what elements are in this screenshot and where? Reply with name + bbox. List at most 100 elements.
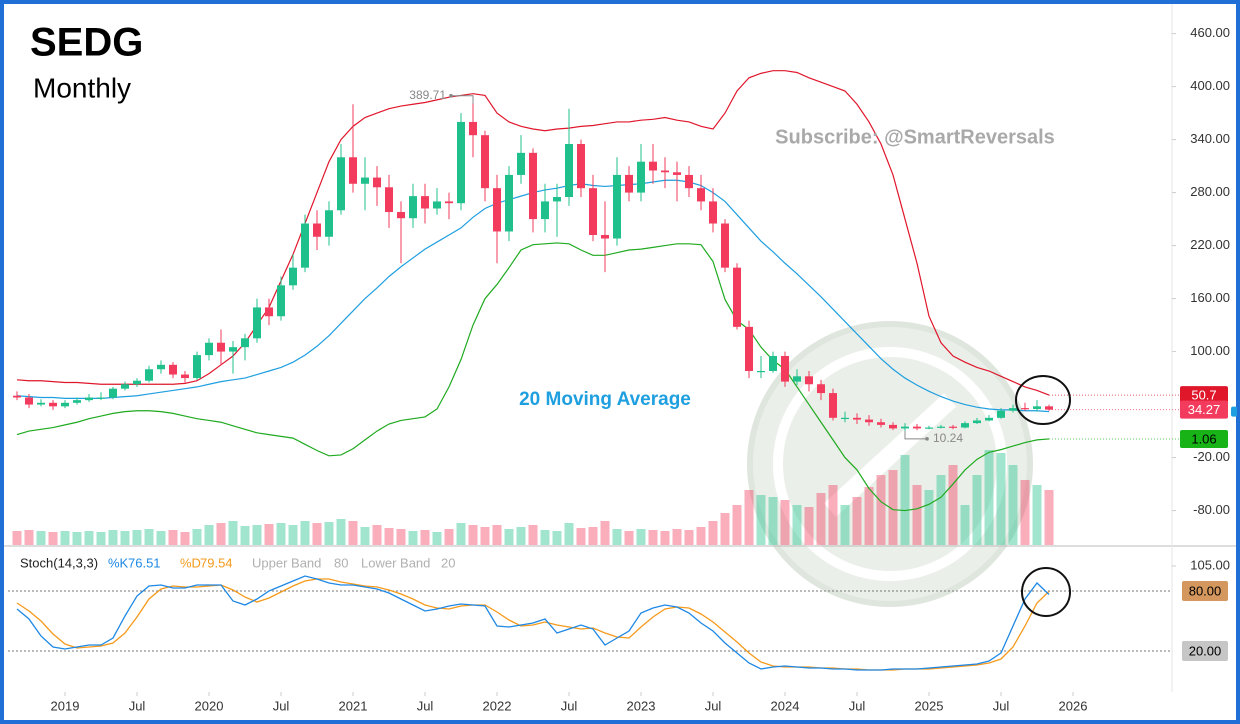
band-box (1182, 641, 1228, 661)
candle-body (109, 388, 117, 398)
volume-bar (456, 523, 466, 545)
volume-bar (384, 528, 394, 545)
volume-bar (900, 455, 910, 545)
high-dot (449, 93, 453, 98)
volume-bar (624, 531, 634, 545)
volume-bar (312, 523, 322, 545)
last-value-label: 50.7 (1191, 388, 1216, 403)
volume-bar (852, 497, 862, 545)
candle-body (889, 424, 897, 429)
candle-body (193, 355, 201, 379)
volume-bar (468, 525, 478, 545)
legend-upper-name: Upper Band (252, 555, 321, 570)
candle-body (493, 188, 501, 232)
volume-bar (876, 475, 886, 545)
candle-body (1009, 408, 1017, 411)
candle-body (721, 223, 729, 268)
y-tick-label: 400.00 (1190, 78, 1230, 93)
candle-body (121, 384, 129, 389)
candle-body (61, 402, 69, 407)
watermark (747, 321, 1033, 607)
legend-lower-value: 20 (441, 555, 455, 570)
volume-bar (420, 530, 430, 545)
low-label: 10.24 (933, 431, 963, 445)
last-value-box (1180, 386, 1228, 405)
candle-body (637, 161, 645, 193)
candle-body (205, 342, 213, 356)
candle-body (457, 121, 465, 204)
volume-bar (888, 470, 898, 545)
candle-body (709, 201, 717, 224)
x-tick-label: 2019 (51, 698, 80, 713)
candle-body (565, 144, 573, 198)
volume-bar (744, 490, 754, 545)
x-tick-label: Jul (561, 698, 578, 713)
volume-bar (492, 525, 502, 545)
last-value-box (1180, 400, 1228, 419)
volume-bar (912, 485, 922, 545)
candle-body (805, 376, 813, 385)
chart-subtitle: Monthly (33, 72, 131, 103)
band-box (1182, 581, 1228, 601)
volume-bar (660, 531, 670, 545)
volume-bar (540, 530, 550, 545)
candle-body (133, 380, 141, 385)
y-tick-label: 220.00 (1190, 237, 1230, 252)
volume-bar (1020, 480, 1030, 545)
y-tick-label: 340.00 (1190, 131, 1230, 146)
x-tick-label: 2024 (771, 698, 800, 713)
x-tick-label: 2021 (339, 698, 368, 713)
candle-body (937, 426, 945, 428)
x-tick-label: 2022 (483, 698, 512, 713)
annotation: Subscribe: @SmartReversals (775, 126, 1055, 148)
volume-bar (504, 529, 514, 545)
legend-k-value: 76.51 (128, 555, 161, 570)
volume-bar (192, 529, 202, 545)
candle-body (25, 397, 33, 405)
volume-bar (516, 527, 526, 545)
volume-bar (864, 487, 874, 545)
x-tick-label: Jul (417, 698, 434, 713)
volume-bar (828, 485, 838, 545)
candle-body (421, 196, 429, 209)
candle-body (661, 170, 669, 173)
candle-body (901, 426, 909, 429)
band-label: 20.00 (1189, 643, 1222, 658)
volume-bar (1008, 465, 1018, 545)
volume-bar (672, 529, 682, 545)
candle-body (793, 376, 801, 382)
candle-body (997, 410, 1005, 418)
candle-body (733, 267, 741, 327)
volume-bar (108, 530, 118, 545)
volume-bar (324, 522, 334, 545)
volume-bar (708, 521, 718, 545)
volume-bar (396, 529, 406, 545)
volume-bar (96, 532, 106, 545)
ma-label: 20 Moving Average (519, 389, 691, 410)
volume-bar (948, 465, 958, 545)
candle-body (169, 364, 177, 375)
candle-body (349, 157, 357, 184)
volume-bar (768, 497, 778, 545)
candle-body (913, 426, 921, 429)
y-tick-label: 160.00 (1190, 290, 1230, 305)
candle-body (961, 423, 969, 428)
candle-body (301, 223, 309, 268)
volume-bar (12, 531, 22, 545)
candle-body (1033, 406, 1041, 409)
last-value-label: 34.27 (1188, 402, 1221, 417)
highlight-circle (1021, 567, 1071, 617)
candle-body (757, 371, 765, 373)
volume-bar (756, 495, 766, 545)
watermark-inner (773, 347, 1007, 581)
volume-bar (696, 527, 706, 545)
x-tick-label: Jul (993, 698, 1010, 713)
volume-bar (84, 531, 94, 545)
candle-body (13, 395, 21, 398)
legend-upper-value: 80 (334, 555, 348, 570)
candle-body (553, 197, 561, 202)
candle-body (157, 364, 165, 370)
volume-bar (936, 475, 946, 545)
